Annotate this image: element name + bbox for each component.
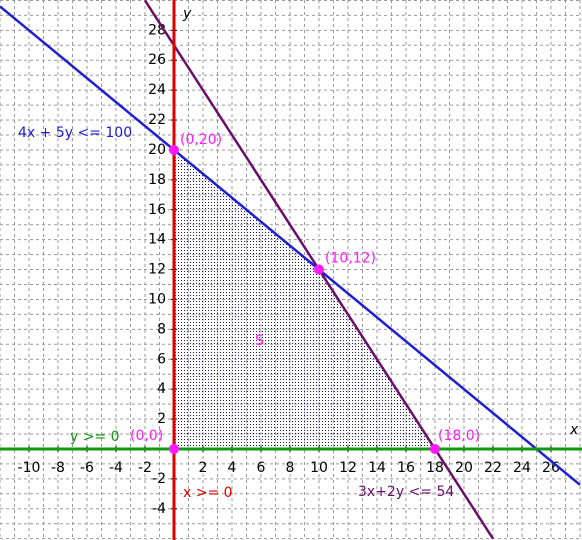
vertex-point — [168, 443, 179, 454]
x-tick-label: 18 — [426, 460, 444, 476]
y-tick-label: 20 — [148, 142, 166, 158]
y-tick-label: -2 — [152, 471, 166, 487]
y-tick-label: 18 — [148, 172, 166, 188]
x-tick-label: 8 — [286, 460, 295, 476]
y-tick-label: 24 — [148, 82, 166, 98]
y-tick-label: -4 — [152, 501, 166, 517]
y-tick-label: 16 — [148, 202, 166, 218]
vertex-label: (18,0) — [438, 428, 480, 444]
y-tick-label: 6 — [157, 351, 166, 367]
y-tick-label: 26 — [148, 52, 166, 68]
x-tick-label: 24 — [513, 460, 531, 476]
x-tick-label: 4 — [228, 460, 237, 476]
region-label: S — [255, 333, 264, 349]
x-tick-label: -10 — [18, 460, 41, 476]
constraint-label: y >= 0 — [70, 429, 120, 445]
x-axis-label: x — [569, 422, 579, 438]
y-tick-label: 14 — [148, 232, 166, 248]
y-tick-label: 10 — [148, 291, 166, 307]
y-tick-label: 22 — [148, 112, 166, 128]
y-tick-label: 12 — [148, 262, 166, 278]
constraint-label: 3x+2y <= 54 — [358, 484, 454, 500]
x-tick-label: 6 — [257, 460, 266, 476]
x-tick-label: -6 — [80, 460, 94, 476]
vertex-label: (0,20) — [180, 132, 222, 148]
y-tick-label: 8 — [157, 321, 166, 337]
feasible-region — [173, 149, 435, 449]
y-tick-label: 4 — [157, 381, 166, 397]
x-tick-label: 12 — [339, 460, 357, 476]
constraint-label: 4x + 5y <= 100 — [18, 125, 132, 141]
x-tick-label: 2 — [199, 460, 208, 476]
x-tick-label: 20 — [455, 460, 473, 476]
vertex-point — [168, 144, 179, 155]
x-tick-label: 22 — [484, 460, 502, 476]
x-tick-label: 16 — [397, 460, 415, 476]
x-tick-label: -8 — [51, 460, 65, 476]
y-tick-label: 2 — [157, 411, 166, 427]
constraint-line — [0, 5, 581, 486]
constraint-label: x >= 0 — [183, 485, 233, 501]
x-tick-label: 10 — [310, 460, 328, 476]
x-tick-label: -4 — [109, 460, 123, 476]
x-tick-label: -2 — [138, 460, 152, 476]
vertex-point — [429, 443, 440, 454]
y-axis-label: y — [182, 6, 192, 22]
vertex-point — [313, 264, 324, 275]
vertex-label: (0,0) — [130, 428, 163, 444]
x-tick-label: 14 — [368, 460, 386, 476]
vertex-label: (10,12) — [325, 251, 376, 267]
